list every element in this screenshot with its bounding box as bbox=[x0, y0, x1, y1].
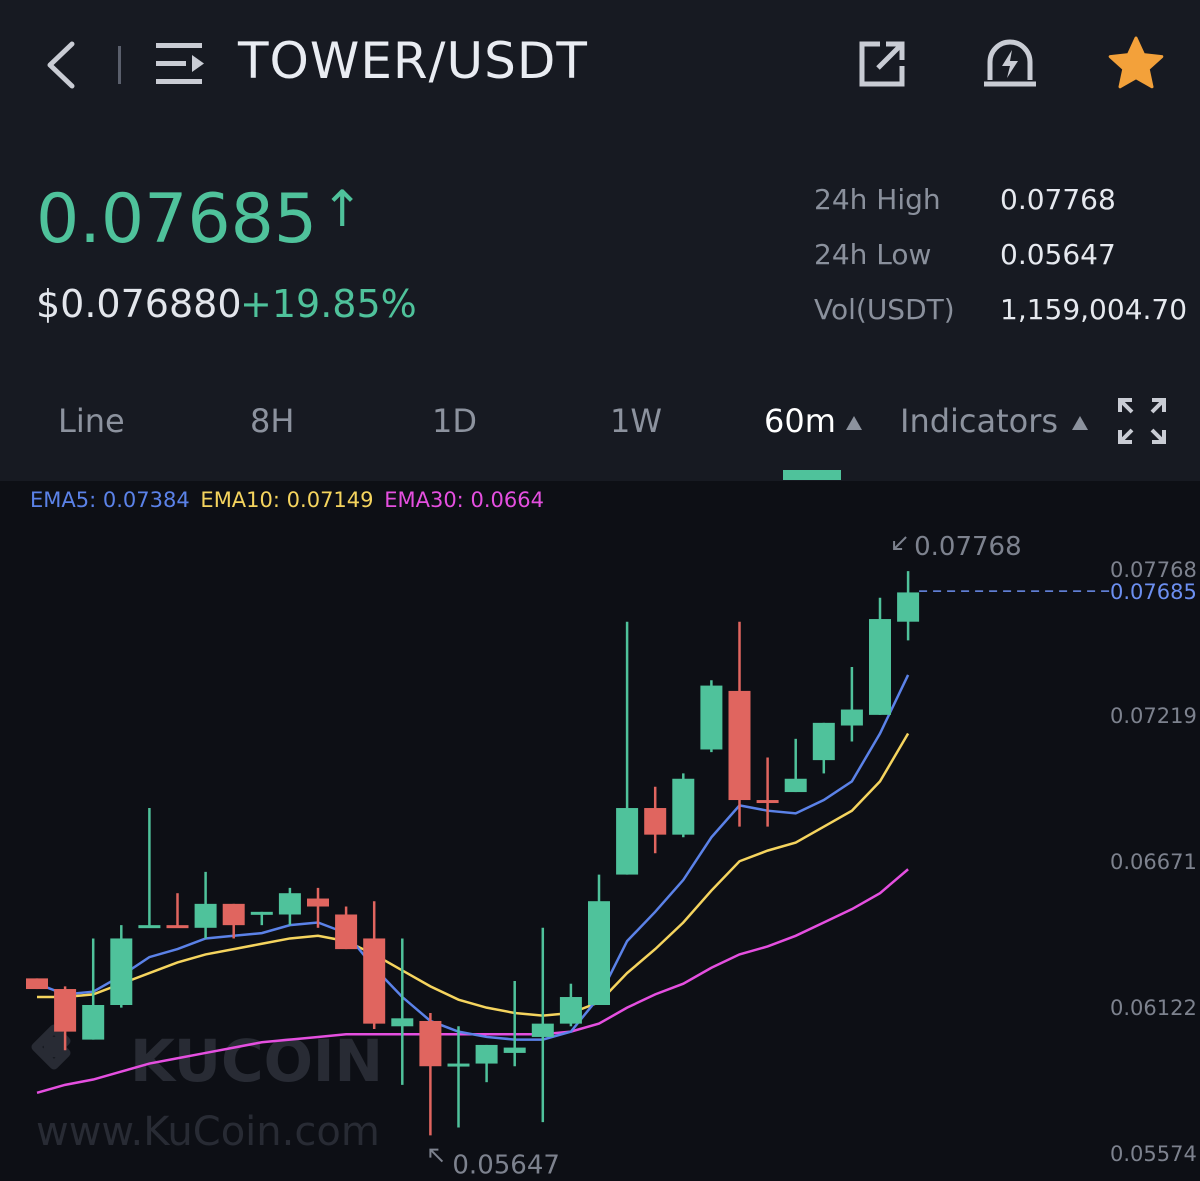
candle-body bbox=[335, 914, 358, 950]
stat-label-volume: Vol(USDT) bbox=[814, 293, 955, 326]
kucoin-logo-icon bbox=[31, 1024, 71, 1070]
candle-body bbox=[138, 925, 161, 929]
candle-body bbox=[531, 1023, 554, 1037]
candle-body bbox=[672, 778, 695, 835]
low-marker-arrowhead bbox=[429, 1148, 439, 1158]
ema10-line bbox=[37, 732, 910, 1017]
candle-body bbox=[278, 893, 301, 915]
candle-body bbox=[503, 1047, 526, 1053]
price-up-arrow-icon: ↑ bbox=[321, 180, 364, 238]
candlestick-chart[interactable]: KUCOIN www.KuCoin.com 0.07768 0.07219 0.06… bbox=[0, 481, 1200, 1181]
y-tick-label: 0.06122 bbox=[1110, 996, 1197, 1020]
stat-value-low: 0.05647 bbox=[1000, 238, 1116, 271]
candle-body bbox=[616, 808, 639, 875]
tab-indicators[interactable]: Indicators bbox=[900, 402, 1059, 440]
candles bbox=[26, 571, 920, 1136]
y-axis: 0.07768 0.07219 0.06671 0.06122 0.05574 bbox=[1110, 558, 1197, 1166]
candle-body bbox=[756, 800, 779, 804]
candle-body bbox=[700, 685, 723, 750]
ema10-label: EMA10: bbox=[200, 488, 280, 512]
watermark-url: www.KuCoin.com bbox=[36, 1109, 380, 1155]
candle-body bbox=[419, 1020, 442, 1067]
tab-interval-60m[interactable]: 60m bbox=[764, 402, 836, 440]
candle-body bbox=[728, 690, 751, 801]
kucoin-watermark: KUCOIN www.KuCoin.com bbox=[31, 1024, 383, 1155]
candle-body bbox=[166, 925, 189, 929]
stat-value-volume: 1,159,004.70 bbox=[1000, 293, 1188, 326]
low-marker-label: 0.05647 bbox=[452, 1151, 560, 1181]
candle-body bbox=[26, 978, 48, 990]
indicators-dropdown-icon[interactable] bbox=[1072, 416, 1088, 430]
high-marker-arrowhead bbox=[893, 541, 903, 550]
candle-body bbox=[194, 903, 217, 928]
candle-body bbox=[840, 709, 863, 726]
candle-body bbox=[447, 1063, 470, 1067]
ema30-value: 0.0664 bbox=[470, 488, 544, 512]
candle-body bbox=[869, 619, 891, 715]
tab-8h[interactable]: 8H bbox=[250, 402, 295, 440]
candle-body bbox=[250, 911, 273, 915]
change-percent: +19.85% bbox=[240, 282, 417, 326]
candle-body bbox=[475, 1044, 498, 1064]
candle-body bbox=[644, 808, 667, 835]
share-icon[interactable] bbox=[856, 38, 908, 90]
ema-legend: EMA5: 0.07384 EMA10: 0.07149 EMA30: 0.06… bbox=[30, 488, 544, 512]
tab-1w[interactable]: 1W bbox=[610, 402, 662, 440]
candle-body bbox=[559, 997, 582, 1024]
ema10-value: 0.07149 bbox=[286, 488, 374, 512]
candle-body bbox=[222, 903, 245, 926]
candle-body bbox=[588, 901, 610, 1006]
ema30-label: EMA30: bbox=[384, 488, 464, 512]
active-tab-indicator bbox=[783, 470, 841, 480]
ema30-line bbox=[36, 868, 909, 1095]
watermark-brand: KUCOIN bbox=[130, 1027, 383, 1095]
y-tick-label: 0.07219 bbox=[1110, 704, 1197, 728]
candle-body bbox=[812, 722, 835, 761]
fullscreen-icon[interactable] bbox=[1118, 398, 1166, 444]
chart-area[interactable] bbox=[0, 481, 1200, 1181]
candle-body bbox=[110, 938, 133, 1006]
high-marker-label: 0.07768 bbox=[914, 532, 1022, 562]
usd-price: $0.076880 bbox=[36, 282, 242, 326]
last-price-label: 0.07685 bbox=[1110, 580, 1197, 604]
tab-1d[interactable]: 1D bbox=[432, 402, 477, 440]
high-marker-arrow-icon bbox=[893, 536, 907, 550]
stat-label-high: 24h High bbox=[814, 183, 941, 216]
candle-body bbox=[897, 592, 920, 622]
candle-body bbox=[363, 938, 386, 1024]
low-marker-arrow-icon bbox=[429, 1148, 444, 1163]
ema-lines bbox=[36, 674, 910, 1095]
pair-title[interactable]: TOWER/USDT bbox=[238, 32, 588, 90]
y-tick-label: 0.07768 bbox=[1110, 558, 1197, 582]
last-price: 0.07685↑ bbox=[36, 180, 364, 259]
y-tick-label: 0.06671 bbox=[1110, 850, 1197, 874]
y-tick-label: 0.05574 bbox=[1110, 1142, 1197, 1166]
favorite-star-icon[interactable] bbox=[1106, 34, 1166, 92]
stat-label-low: 24h Low bbox=[814, 238, 932, 271]
candle-body bbox=[307, 898, 329, 907]
interval-dropdown-icon[interactable] bbox=[846, 416, 862, 430]
tab-line[interactable]: Line bbox=[58, 402, 125, 440]
candle-body bbox=[82, 1005, 105, 1040]
candle-body bbox=[391, 1018, 414, 1027]
ema5-line bbox=[36, 674, 910, 1041]
back-icon[interactable] bbox=[40, 38, 80, 92]
ema5-value: 0.07384 bbox=[102, 488, 190, 512]
candle-body bbox=[54, 989, 77, 1032]
price-alert-icon[interactable] bbox=[982, 36, 1038, 90]
candle-body bbox=[784, 778, 807, 793]
divider bbox=[118, 46, 121, 84]
menu-icon[interactable] bbox=[154, 40, 206, 88]
top-bar: TOWER/USDT bbox=[0, 0, 1200, 130]
stat-value-high: 0.07768 bbox=[1000, 183, 1116, 216]
ema5-label: EMA5: bbox=[30, 488, 97, 512]
